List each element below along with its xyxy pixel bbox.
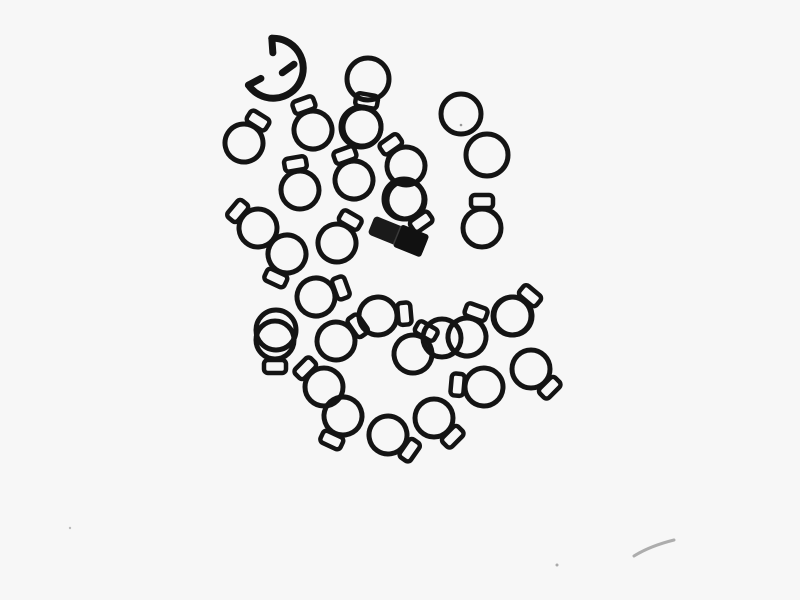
tab-ring-icon	[278, 153, 322, 212]
o-ring-icon	[438, 91, 484, 137]
tab-ring-icon	[331, 144, 376, 202]
tab-ring-icon	[294, 274, 352, 319]
dust-speck-icon	[632, 538, 676, 558]
dust-speck-icon	[555, 563, 559, 567]
tab-ring-icon	[412, 396, 466, 450]
tab-ring-icon	[509, 347, 563, 401]
o-ring-icon	[344, 55, 392, 103]
o-ring-icon	[338, 104, 384, 150]
e-clip-icon	[244, 34, 307, 102]
tab-ring-icon	[314, 312, 371, 363]
tab-ring-icon	[445, 301, 490, 359]
o-ring-icon	[381, 176, 427, 222]
o-ring-icon	[253, 307, 299, 353]
o-ring-icon	[420, 316, 464, 360]
parts-layer	[68, 34, 676, 567]
o-ring-icon	[490, 294, 534, 338]
pin-icon	[368, 216, 429, 257]
tab-ring-icon	[315, 208, 364, 265]
tab-ring-icon	[318, 394, 365, 452]
dust-speck-icon	[68, 526, 72, 530]
tab-ring-icon	[460, 192, 504, 250]
o-ring-icon	[463, 131, 511, 179]
tab-ring-icon	[222, 108, 272, 165]
tab-ring-icon	[366, 413, 423, 464]
dust-speck-icon	[459, 123, 463, 127]
tab-ring-icon	[290, 94, 335, 152]
tab-ring-icon	[448, 365, 506, 409]
tab-ring-icon	[262, 232, 309, 290]
